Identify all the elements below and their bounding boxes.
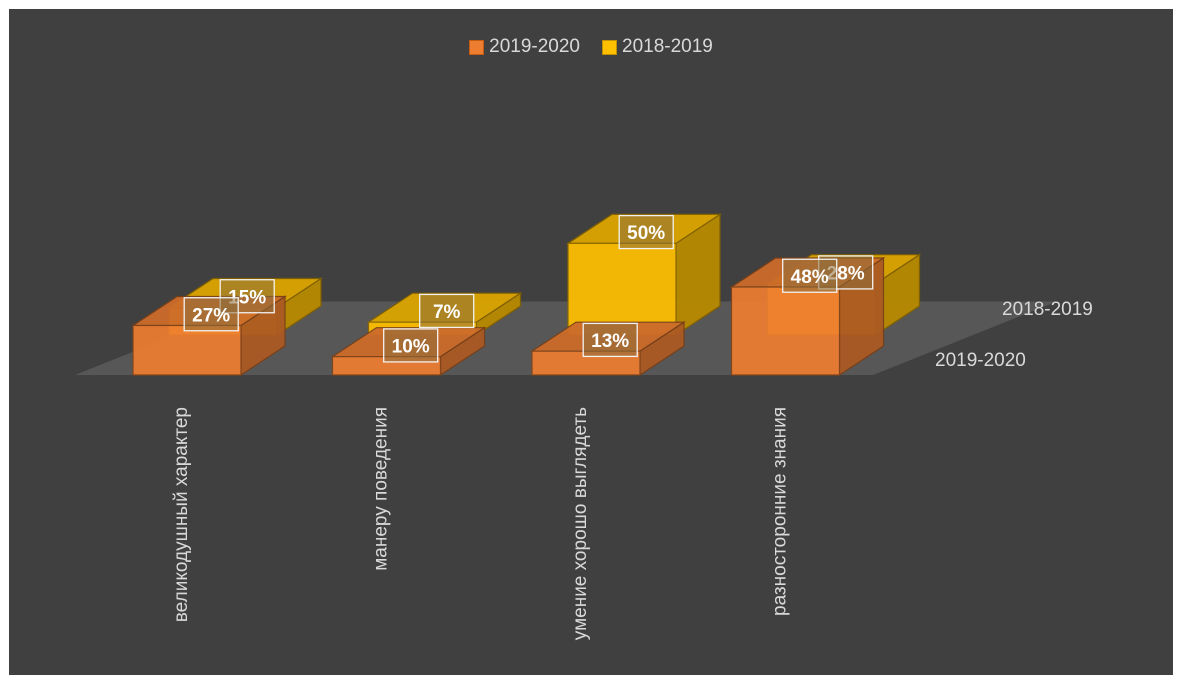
bar-2019-2020-1-front: [132, 324, 242, 376]
data-label-2018-2019-3-box: [618, 214, 674, 250]
category-label-1: великодушный характер: [171, 407, 192, 622]
data-label-2019-2020-4-box: [782, 258, 838, 293]
data-label-2019-2020-3: 13%: [582, 322, 638, 358]
data-label-2019-2020-2: 10%: [383, 328, 439, 363]
legend-item-2018-2019: 2018-2019: [602, 36, 713, 58]
depth-label-2: 2018-2019: [1002, 299, 1093, 320]
bar-2018-2019-3-front: [567, 242, 677, 336]
category-label-3: умение хорошо выглядеть: [570, 407, 591, 640]
data-label-2019-2020-2-box: [383, 328, 439, 363]
data-label-2019-2020-3-box: [582, 322, 638, 358]
category-label-4: разносторонние знания: [770, 407, 791, 616]
depth-label-1: 2019-2020: [935, 350, 1026, 371]
data-label-2019-2020-1-box: [183, 297, 239, 332]
legend-swatch-2018-2019: [602, 39, 617, 55]
legend-label-2018-2019: 2018-2019: [622, 36, 713, 57]
data-label-2018-2019-2-text: 7%: [433, 302, 461, 323]
legend: 2019-2020 2018-2019: [9, 36, 1173, 58]
data-label-2019-2020-1: 27%: [183, 297, 239, 332]
data-label-2019-2020-4-text: 48%: [791, 267, 829, 288]
bar-chart-3d: 15%7%50%28%27%10% 13%48%великодушный хара…: [75, 213, 1093, 640]
data-label-2018-2019-2: 7%: [419, 293, 475, 329]
data-label-2018-2019-3-text: 50%: [627, 223, 665, 244]
data-label-2019-2020-3-text: 13%: [591, 331, 629, 352]
data-label-2019-2020-2-text: 10%: [392, 336, 430, 357]
legend-label-2019-2020: 2019-2020: [489, 36, 580, 57]
data-label-2019-2020-1-text: 27%: [192, 305, 230, 326]
legend-swatch-2019-2020: [469, 39, 485, 55]
legend-item-2019-2020: 2019-2020: [469, 36, 580, 58]
data-label-2018-2019-3: 50%: [618, 214, 674, 250]
category-label-2: манеру поведения: [371, 407, 392, 571]
chart-area: 2019-2020 2018-2019 15% 7% 50% 28% 27% 10% 13%…: [9, 9, 1173, 675]
data-label-2018-2019-2-box: [419, 293, 475, 329]
data-label-2019-2020-4: 48%: [782, 258, 838, 293]
bar-2019-2020-4-front: [730, 286, 841, 376]
